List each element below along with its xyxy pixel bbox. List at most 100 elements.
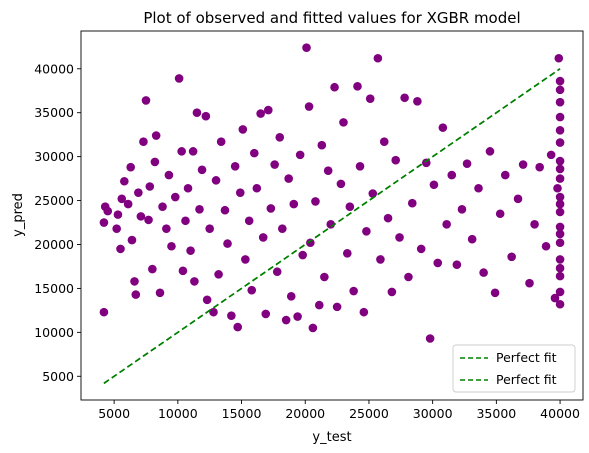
data-point <box>400 93 409 103</box>
data-point <box>530 219 539 229</box>
data-point <box>555 125 565 135</box>
data-point <box>99 307 109 317</box>
data-point <box>238 125 248 134</box>
data-point <box>555 138 565 147</box>
data-point <box>535 162 544 172</box>
x-axis-label: y_test <box>312 430 351 445</box>
data-point <box>192 108 202 118</box>
data-point <box>438 123 448 132</box>
data-point <box>474 183 483 193</box>
x-axis-ticks: 5000 10000 15000 20000 25000 30000 35000 40000 <box>98 400 580 421</box>
data-point <box>404 272 413 282</box>
data-point <box>202 295 212 305</box>
data-point <box>433 258 443 268</box>
data-point <box>518 160 528 169</box>
y-tick-label: 10000 <box>34 325 74 340</box>
data-point <box>164 170 174 180</box>
data-point <box>302 43 311 52</box>
data-point <box>256 109 265 118</box>
data-point <box>170 192 180 202</box>
data-point <box>425 334 435 343</box>
data-point <box>130 277 139 286</box>
plot-frame <box>80 30 584 401</box>
data-point <box>131 290 141 299</box>
data-point <box>555 156 565 166</box>
data-point <box>216 137 226 146</box>
data-point <box>336 179 346 189</box>
data-point <box>355 162 365 171</box>
data-point <box>123 199 133 209</box>
data-point <box>127 235 137 245</box>
data-point <box>223 239 232 248</box>
data-point <box>376 255 385 264</box>
data-point <box>252 183 262 193</box>
y-tick-label: 35000 <box>34 105 74 120</box>
data-point <box>311 197 320 206</box>
data-point <box>479 268 488 277</box>
data-point <box>188 147 198 156</box>
data-point <box>284 174 293 183</box>
data-point <box>555 97 565 107</box>
data-point <box>263 105 273 115</box>
data-point <box>148 264 157 274</box>
data-point <box>261 309 271 319</box>
data-point <box>293 312 302 321</box>
data-point <box>295 150 305 160</box>
data-point <box>144 215 153 225</box>
data-point <box>395 233 404 242</box>
data-point <box>270 160 279 169</box>
data-point <box>345 202 355 212</box>
y-tick-label: 15000 <box>34 281 74 296</box>
data-point <box>555 112 565 122</box>
data-point <box>205 224 214 233</box>
data-point <box>134 188 143 197</box>
data-point <box>391 155 401 165</box>
data-point <box>555 263 565 273</box>
data-point <box>244 216 254 226</box>
perfect-fit-line-2 <box>103 68 561 384</box>
legend: Perfect fit Perfect fit <box>452 344 576 393</box>
data-point <box>308 323 318 333</box>
data-point <box>99 218 109 227</box>
data-point <box>275 133 285 142</box>
data-point <box>554 53 564 63</box>
data-point <box>342 248 352 258</box>
data-point <box>555 255 565 264</box>
data-point <box>209 307 218 317</box>
data-point <box>467 234 477 244</box>
data-point <box>233 322 243 332</box>
data-point <box>362 227 371 236</box>
data-point <box>266 204 276 213</box>
x-tick-label: 20000 <box>285 406 325 421</box>
data-point <box>214 270 223 279</box>
data-point <box>365 94 375 103</box>
data-point <box>513 194 523 204</box>
data-point <box>407 198 417 208</box>
data-point <box>304 102 314 111</box>
x-tick-label: 25000 <box>349 406 389 421</box>
data-point <box>326 219 336 229</box>
y-tick-label: 20000 <box>34 237 74 252</box>
data-point <box>485 147 495 156</box>
data-point <box>201 111 211 121</box>
data-point <box>373 53 383 63</box>
data-point <box>220 205 230 215</box>
data-point <box>555 271 565 281</box>
x-tick-label: 5000 <box>98 406 130 421</box>
data-point <box>117 194 127 204</box>
data-point <box>555 222 565 232</box>
data-point <box>555 85 565 95</box>
data-point <box>197 165 207 175</box>
y-tick-label: 5000 <box>42 369 74 384</box>
chart-title: Plot of observed and fitted values for X… <box>143 9 520 27</box>
fit-lines-layer <box>103 68 561 384</box>
data-point <box>306 238 315 248</box>
y-tick-label: 25000 <box>34 193 74 208</box>
data-point <box>227 311 236 320</box>
data-point <box>555 207 565 217</box>
data-point <box>181 216 190 226</box>
data-point <box>190 277 199 286</box>
data-point <box>126 162 135 172</box>
data-point <box>235 188 245 197</box>
data-point <box>550 293 560 303</box>
